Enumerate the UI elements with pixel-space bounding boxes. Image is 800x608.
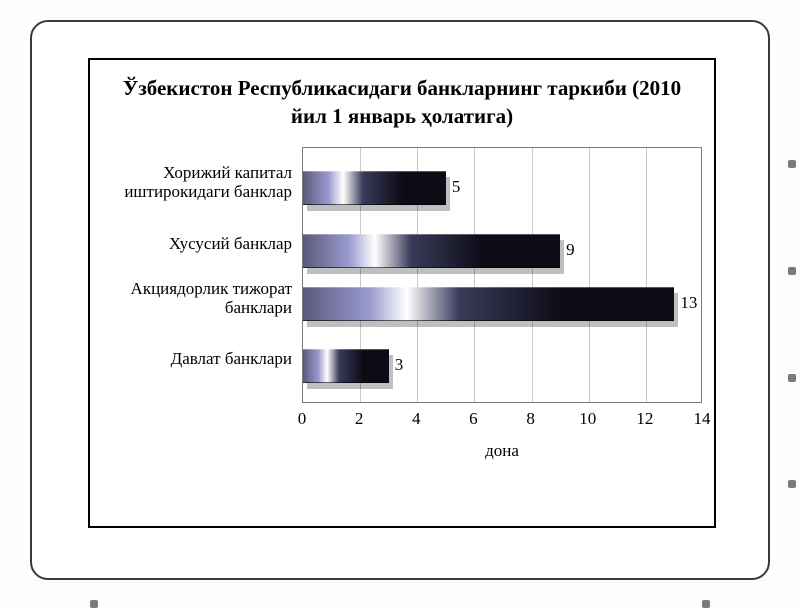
- bar: [303, 234, 560, 268]
- x-axis-title: дона: [302, 441, 702, 461]
- gridline: [646, 148, 647, 402]
- bar-value-label: 5: [452, 177, 461, 197]
- y-axis-labels: Хорижий капитал иштирокидаги банклар Хусу…: [90, 141, 300, 401]
- gridline: [589, 148, 590, 402]
- x-tick-label: 2: [355, 409, 364, 429]
- bar: [303, 287, 674, 321]
- x-tick-label: 10: [579, 409, 596, 429]
- slide-handle: [90, 600, 98, 608]
- bar-value-label: 9: [566, 240, 575, 260]
- chart-container: Ўзбекистон Республикасидаги банкларнинг …: [88, 58, 716, 528]
- x-tick-label: 12: [636, 409, 653, 429]
- plot-area: 5 9 13 3: [302, 147, 702, 403]
- bar: [303, 349, 389, 383]
- x-axis-ticks: 02468101214: [302, 409, 702, 433]
- slide-handle: [788, 160, 796, 168]
- bar-value-label: 3: [395, 355, 404, 375]
- chart-title: Ўзбекистон Республикасидаги банкларнинг …: [90, 60, 714, 141]
- x-tick-label: 6: [469, 409, 478, 429]
- slide-handle: [788, 267, 796, 275]
- slide-frame: Ўзбекистон Республикасидаги банкларнинг …: [30, 20, 770, 580]
- slide-handle: [788, 374, 796, 382]
- category-label: Хусусий банклар: [92, 234, 292, 254]
- gridline: [474, 148, 475, 402]
- slide-handle: [788, 480, 796, 488]
- x-tick-label: 0: [298, 409, 307, 429]
- x-tick-label: 4: [412, 409, 421, 429]
- category-label: Акциядорлик тижорат банклари: [92, 279, 292, 318]
- chart-body: Хорижий капитал иштирокидаги банклар Хусу…: [90, 141, 714, 441]
- x-tick-label: 8: [526, 409, 535, 429]
- x-tick-label: 14: [694, 409, 711, 429]
- slide-handle: [702, 600, 710, 608]
- category-label: Хорижий капитал иштирокидаги банклар: [92, 163, 292, 202]
- bar: [303, 171, 446, 205]
- category-label: Давлат банклари: [92, 349, 292, 369]
- bar-value-label: 13: [680, 293, 697, 313]
- gridline: [532, 148, 533, 402]
